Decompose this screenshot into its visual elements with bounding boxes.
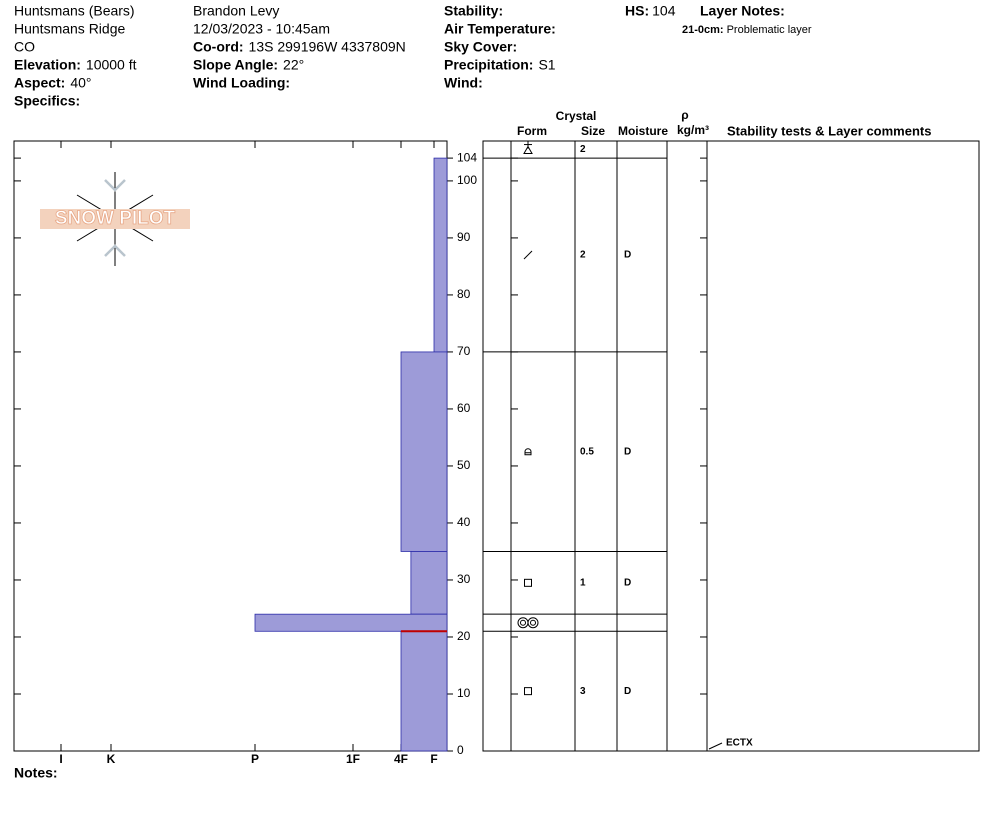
- height-tick-label: 10: [457, 686, 471, 700]
- layer-notes-title: Layer Notes:: [700, 3, 785, 19]
- logo: [40, 172, 190, 266]
- column-header: Moisture: [618, 124, 668, 138]
- header-label: Slope Angle:: [193, 57, 278, 73]
- header-value: 22°: [283, 57, 304, 73]
- column-header: ρ: [681, 108, 688, 122]
- header-text: Brandon Levy: [193, 3, 279, 19]
- grain-symbol: [527, 617, 539, 629]
- column-header: Form: [517, 124, 547, 138]
- header-text: 12/03/2023 - 10:45am: [193, 21, 330, 37]
- height-tick-label: 50: [457, 458, 471, 472]
- table-frame: [482, 140, 980, 752]
- size-cell: 3: [580, 686, 586, 697]
- test-result: ECTX: [726, 738, 753, 749]
- header-label: Wind Loading:: [193, 75, 290, 91]
- column-header: Size: [581, 124, 605, 138]
- column-header: Crystal: [556, 109, 597, 123]
- height-tick-label: 80: [457, 287, 471, 301]
- header-label: Wind:: [444, 75, 483, 91]
- header-text: Huntsmans (Bears): [14, 3, 135, 19]
- grain-symbol: [523, 145, 533, 155]
- header-label: Stability:: [444, 3, 503, 19]
- size-cell: 0.5: [580, 446, 594, 457]
- moisture-cell: D: [624, 250, 631, 261]
- hardness-tick-label: F: [430, 752, 437, 766]
- hardness-tick-label: K: [107, 752, 116, 766]
- header-label: Aspect:: [14, 75, 65, 91]
- height-tick-label: 90: [457, 230, 471, 244]
- grain-symbol: [530, 619, 536, 626]
- logo-text: SNOW PILOT: [55, 208, 176, 229]
- size-cell: 2: [580, 250, 586, 261]
- test-arrow: [708, 742, 723, 750]
- header-label: Sky Cover:: [444, 39, 517, 55]
- grain-symbol: [523, 250, 533, 260]
- grain-symbol: [517, 617, 529, 629]
- height-tick-label: 20: [457, 629, 471, 643]
- layer-note-text: Problematic layer: [727, 24, 812, 36]
- hardness-tick-label: 1F: [346, 752, 360, 766]
- height-tick-label: 30: [457, 572, 471, 586]
- moisture-cell: D: [624, 577, 631, 588]
- header-text: CO: [14, 39, 35, 55]
- hardness-bar: [400, 630, 448, 752]
- hardness-bar: [410, 551, 448, 615]
- grain-symbol: [524, 448, 532, 456]
- header-text: Huntsmans Ridge: [14, 21, 125, 37]
- hardness-tick-label: 4F: [394, 752, 408, 766]
- height-tick-label: 40: [457, 515, 471, 529]
- header-value: S1: [538, 57, 555, 73]
- hardness-tick-label: P: [251, 752, 259, 766]
- header-label: Co-ord:: [193, 39, 244, 55]
- grain-symbol: [520, 619, 526, 626]
- size-cell: 2: [580, 144, 586, 155]
- header-value: 10000 ft: [86, 57, 137, 73]
- size-cell: 1: [580, 577, 586, 588]
- moisture-cell: D: [624, 446, 631, 457]
- height-tick-label: 70: [457, 344, 471, 358]
- column-header: Stability tests & Layer comments: [727, 123, 931, 138]
- header-label: Specifics:: [14, 93, 80, 109]
- moisture-cell: D: [624, 686, 631, 697]
- header-value: 13S 299196W 4337809N: [249, 39, 406, 55]
- column-header: kg/m³: [677, 123, 709, 137]
- header-value: 40°: [70, 75, 91, 91]
- hardness-bar: [433, 157, 448, 353]
- header-label: Air Temperature:: [444, 21, 556, 37]
- height-tick-label: 100: [457, 173, 477, 187]
- height-tick-label: 60: [457, 401, 471, 415]
- header-label: Precipitation:: [444, 57, 533, 73]
- height-tick-label: 0: [457, 743, 464, 757]
- hs-label: HS:: [625, 3, 649, 19]
- hardness-frame: [13, 140, 448, 752]
- notes-label: Notes:: [14, 765, 58, 781]
- hardness-bar: [254, 613, 448, 632]
- height-tick-label: 104: [457, 150, 477, 164]
- grain-symbol: [524, 578, 532, 587]
- hs-value: 104: [652, 3, 676, 19]
- hardness-bar: [400, 351, 448, 552]
- header-label: Elevation:: [14, 57, 81, 73]
- grain-symbol: [524, 687, 532, 696]
- layer-note-range: 21-0cm:: [682, 24, 724, 36]
- hardness-tick-label: I: [59, 752, 62, 766]
